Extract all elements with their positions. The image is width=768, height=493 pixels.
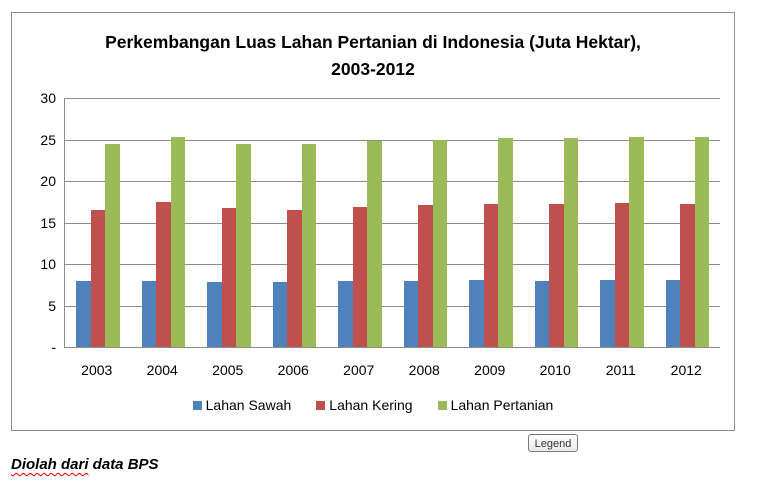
chart-legend[interactable]: Lahan Sawah Lahan Kering Lahan Pertanian (12, 397, 734, 413)
x-tick-label: 2007 (343, 362, 375, 378)
bar-lahan-kering-2010[interactable] (549, 204, 564, 347)
bar-lahan-sawah-2010[interactable] (534, 280, 549, 347)
bar-lahan-pertanian-2012[interactable] (694, 137, 709, 347)
bar-lahan-pertanian-2008[interactable] (432, 139, 447, 347)
bar-lahan-pertanian-2004[interactable] (170, 137, 185, 347)
x-tick-label: 2008 (408, 362, 440, 378)
y-tick-label: 5 (48, 297, 56, 314)
legend-label: Lahan Pertanian (450, 397, 554, 413)
bar-lahan-kering-2005[interactable] (221, 208, 236, 347)
gridline (65, 98, 720, 99)
bar-lahan-sawah-2007[interactable] (338, 281, 353, 347)
legend-item-lahan-sawah[interactable]: Lahan Sawah (192, 397, 292, 413)
legend-tooltip: Legend (528, 434, 578, 452)
bar-lahan-pertanian-2005[interactable] (236, 144, 251, 347)
x-tick-label: 2006 (277, 362, 309, 378)
x-tick-label: 2010 (539, 362, 571, 378)
legend-label: Lahan Kering (329, 397, 413, 413)
chart-title-line-2: 2003-2012 (331, 59, 415, 79)
legend-swatch-icon (192, 400, 202, 410)
x-tick-label: 2003 (81, 362, 113, 378)
y-tick-label: 25 (40, 131, 56, 148)
plot-area[interactable] (64, 98, 720, 348)
legend-label: Lahan Sawah (205, 397, 292, 413)
bar-lahan-sawah-2003[interactable] (76, 281, 91, 347)
chart-title-line-1: Perkembangan Luas Lahan Pertanian di Ind… (105, 32, 641, 52)
chart-area[interactable]: Perkembangan Luas Lahan Pertanian di Ind… (11, 12, 735, 431)
bar-lahan-kering-2006[interactable] (287, 210, 302, 347)
bar-lahan-kering-2003[interactable] (90, 210, 105, 347)
bar-lahan-sawah-2004[interactable] (141, 281, 156, 347)
bar-lahan-kering-2011[interactable] (614, 203, 629, 347)
bar-lahan-sawah-2008[interactable] (403, 280, 418, 347)
bar-lahan-sawah-2012[interactable] (665, 279, 680, 347)
x-tick-label: 2009 (474, 362, 506, 378)
gridline (65, 305, 720, 307)
gridline (65, 222, 720, 224)
bar-lahan-sawah-2011[interactable] (600, 279, 615, 347)
x-tick-label: 2005 (212, 362, 244, 378)
legend-swatch-icon (316, 400, 326, 410)
chart-title: Perkembangan Luas Lahan Pertanian di Ind… (12, 29, 734, 83)
gridline (65, 139, 720, 141)
bar-lahan-kering-2008[interactable] (418, 205, 433, 347)
bar-lahan-pertanian-2010[interactable] (563, 137, 578, 347)
source-note: Diolah dari data BPS (11, 456, 159, 473)
y-tick-label: 30 (40, 90, 56, 106)
y-tick-label: 15 (40, 214, 56, 231)
legend-item-lahan-pertanian[interactable]: Lahan Pertanian (437, 397, 554, 413)
x-tick-label: 2012 (670, 362, 702, 378)
y-tick-label: 20 (40, 173, 56, 189)
y-tick-label: 10 (40, 256, 56, 272)
bar-lahan-pertanian-2011[interactable] (629, 137, 644, 347)
legend-swatch-icon (437, 400, 447, 410)
bar-lahan-kering-2012[interactable] (680, 204, 695, 347)
bar-lahan-sawah-2005[interactable] (207, 282, 222, 347)
bar-lahan-kering-2004[interactable] (156, 201, 171, 347)
bar-lahan-sawah-2009[interactable] (469, 279, 484, 347)
legend-item-lahan-kering[interactable]: Lahan Kering (316, 397, 413, 413)
gridline (65, 181, 720, 182)
bar-lahan-pertanian-2007[interactable] (367, 141, 382, 347)
source-note-text-2: data BPS (88, 456, 159, 473)
bar-lahan-kering-2007[interactable] (352, 206, 367, 347)
gridline (65, 264, 720, 265)
y-tick-label: - (51, 339, 56, 355)
source-note-text-1: Diolah dari (11, 456, 89, 473)
bar-lahan-pertanian-2009[interactable] (498, 137, 513, 347)
bar-lahan-kering-2009[interactable] (483, 204, 498, 347)
x-tick-label: 2011 (605, 362, 636, 378)
bar-lahan-sawah-2006[interactable] (272, 282, 287, 347)
x-tick-label: 2004 (146, 362, 178, 378)
bar-lahan-pertanian-2003[interactable] (105, 144, 120, 347)
bar-lahan-pertanian-2006[interactable] (301, 144, 316, 347)
